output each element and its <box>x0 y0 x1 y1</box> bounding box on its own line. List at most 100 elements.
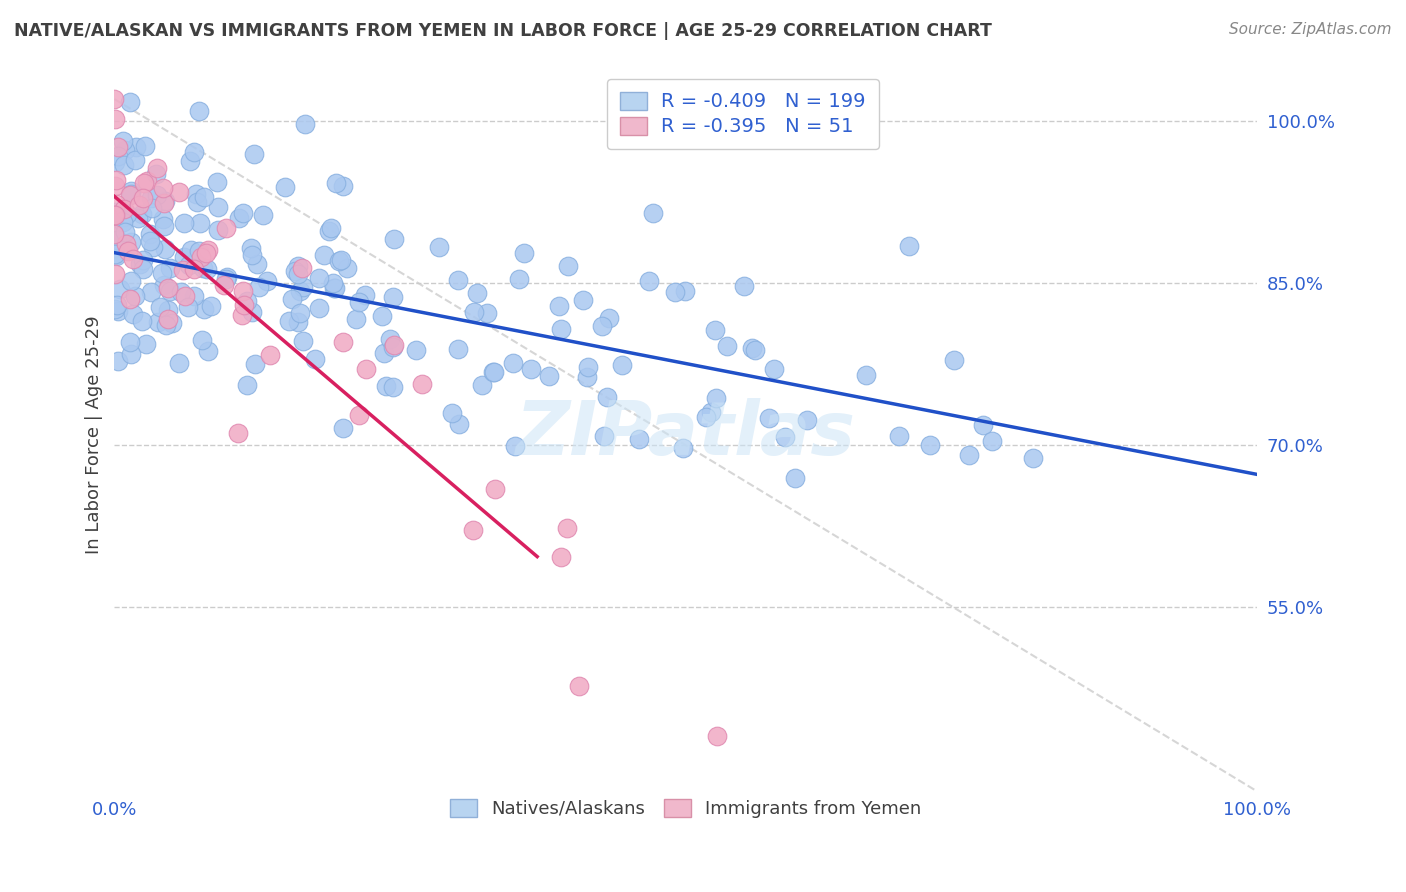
Text: ZIPatlas: ZIPatlas <box>516 398 856 471</box>
Point <box>145 188 167 202</box>
Point <box>114 143 136 157</box>
Point <box>256 274 278 288</box>
Point <box>111 235 134 250</box>
Point <box>758 411 780 425</box>
Point <box>141 191 163 205</box>
Point <box>107 149 129 163</box>
Point <box>550 550 572 565</box>
Y-axis label: In Labor Force | Age 25-29: In Labor Force | Age 25-29 <box>86 315 103 554</box>
Point <box>180 244 202 258</box>
Point <box>139 235 162 249</box>
Point <box>112 202 135 216</box>
Point <box>484 365 506 379</box>
Point <box>170 285 193 299</box>
Point <box>120 335 142 350</box>
Point <box>127 211 149 226</box>
Point <box>378 332 401 346</box>
Point <box>146 315 169 329</box>
Point <box>159 261 181 276</box>
Point <box>118 293 141 307</box>
Point <box>328 254 350 268</box>
Point <box>716 339 738 353</box>
Point <box>783 471 806 485</box>
Point <box>197 343 219 358</box>
Point <box>447 273 470 287</box>
Point <box>104 248 127 262</box>
Point <box>855 368 877 382</box>
Point <box>111 134 134 148</box>
Point <box>242 146 264 161</box>
Point <box>142 240 165 254</box>
Point <box>972 417 994 432</box>
Point <box>103 92 125 106</box>
Point <box>325 176 347 190</box>
Point <box>411 376 433 391</box>
Point <box>153 196 176 211</box>
Point <box>120 187 142 202</box>
Point <box>741 341 763 355</box>
Point <box>132 253 155 268</box>
Point <box>796 413 818 427</box>
Point <box>156 303 179 318</box>
Point <box>252 209 274 223</box>
Text: Source: ZipAtlas.com: Source: ZipAtlas.com <box>1229 22 1392 37</box>
Point <box>128 257 150 271</box>
Point <box>150 266 173 280</box>
Point <box>610 358 633 372</box>
Point <box>114 225 136 239</box>
Point <box>103 227 125 241</box>
Point <box>104 249 127 263</box>
Point <box>125 140 148 154</box>
Point <box>706 729 728 743</box>
Point <box>215 272 238 286</box>
Point <box>538 368 561 383</box>
Point <box>280 292 302 306</box>
Point <box>347 409 370 423</box>
Point <box>957 448 980 462</box>
Point <box>461 523 484 537</box>
Point <box>405 343 427 358</box>
Point <box>249 280 271 294</box>
Point <box>107 140 129 154</box>
Point <box>153 194 176 209</box>
Point <box>332 179 354 194</box>
Point <box>598 310 620 325</box>
Point <box>332 420 354 434</box>
Point <box>572 293 595 307</box>
Point <box>104 208 127 222</box>
Point <box>344 312 367 326</box>
Point <box>179 153 201 168</box>
Point <box>284 264 307 278</box>
Point <box>274 179 297 194</box>
Text: NATIVE/ALASKAN VS IMMIGRANTS FROM YEMEN IN LABOR FORCE | AGE 25-29 CORRELATION C: NATIVE/ALASKAN VS IMMIGRANTS FROM YEMEN … <box>14 22 993 40</box>
Point <box>889 428 911 442</box>
Point <box>146 161 169 175</box>
Point <box>190 250 212 264</box>
Point <box>145 167 167 181</box>
Point <box>502 356 524 370</box>
Point <box>104 241 127 255</box>
Point <box>193 190 215 204</box>
Point <box>744 343 766 357</box>
Point <box>173 250 195 264</box>
Point <box>156 281 179 295</box>
Point <box>371 309 394 323</box>
Point <box>596 390 619 404</box>
Point <box>592 429 614 443</box>
Point <box>152 181 174 195</box>
Point <box>259 348 281 362</box>
Point <box>191 260 214 275</box>
Point <box>308 301 330 315</box>
Point <box>576 370 599 384</box>
Point <box>463 305 485 319</box>
Point <box>117 207 139 221</box>
Point <box>155 318 177 333</box>
Point <box>508 272 530 286</box>
Point <box>482 365 505 379</box>
Point <box>124 289 146 303</box>
Point <box>557 259 579 273</box>
Point <box>330 252 353 267</box>
Point <box>664 285 686 299</box>
Point <box>240 248 263 262</box>
Point <box>124 153 146 167</box>
